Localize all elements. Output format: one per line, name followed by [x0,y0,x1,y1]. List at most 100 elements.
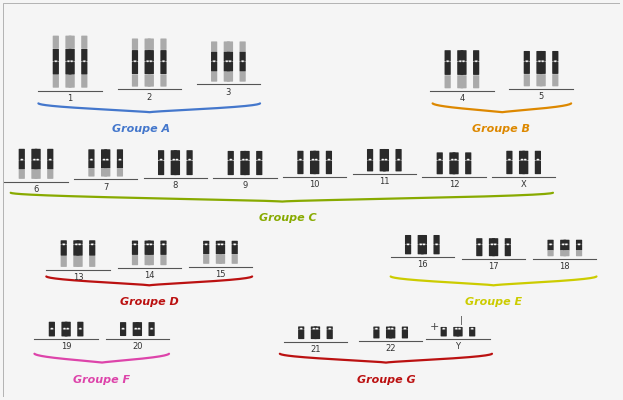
FancyBboxPatch shape [145,245,151,255]
FancyBboxPatch shape [89,245,95,256]
FancyBboxPatch shape [120,322,126,329]
FancyBboxPatch shape [311,326,317,329]
FancyBboxPatch shape [19,160,25,170]
FancyBboxPatch shape [19,149,25,160]
FancyBboxPatch shape [239,72,245,82]
FancyBboxPatch shape [148,50,154,62]
Ellipse shape [467,159,470,161]
FancyBboxPatch shape [77,256,83,267]
FancyBboxPatch shape [505,245,511,256]
Text: 2: 2 [146,93,152,102]
FancyBboxPatch shape [219,241,225,245]
FancyBboxPatch shape [117,168,123,176]
Ellipse shape [422,243,426,245]
Ellipse shape [368,159,372,161]
Ellipse shape [20,159,24,161]
Text: 20: 20 [132,342,143,351]
FancyBboxPatch shape [148,62,154,74]
Ellipse shape [70,60,74,62]
FancyBboxPatch shape [227,72,233,82]
Ellipse shape [299,159,302,161]
FancyBboxPatch shape [88,160,95,168]
FancyBboxPatch shape [434,235,440,245]
FancyBboxPatch shape [383,160,389,172]
FancyBboxPatch shape [219,254,225,264]
FancyBboxPatch shape [203,241,209,245]
Ellipse shape [62,243,65,245]
FancyBboxPatch shape [101,149,107,160]
Ellipse shape [162,243,165,245]
FancyBboxPatch shape [69,62,75,75]
FancyBboxPatch shape [437,160,443,174]
FancyBboxPatch shape [227,160,234,175]
FancyBboxPatch shape [132,74,138,87]
FancyBboxPatch shape [540,62,546,74]
FancyBboxPatch shape [417,235,424,245]
FancyBboxPatch shape [402,326,408,329]
FancyBboxPatch shape [148,74,154,87]
FancyBboxPatch shape [216,241,222,245]
Text: 7: 7 [103,183,108,192]
FancyBboxPatch shape [160,50,166,62]
FancyBboxPatch shape [77,329,83,336]
FancyBboxPatch shape [211,42,217,52]
Ellipse shape [212,60,216,62]
FancyBboxPatch shape [489,238,495,245]
FancyBboxPatch shape [536,51,543,62]
FancyBboxPatch shape [460,75,467,88]
Text: 18: 18 [559,262,570,271]
FancyBboxPatch shape [136,329,142,336]
Text: Groupe A: Groupe A [112,124,170,134]
FancyBboxPatch shape [31,160,37,170]
Text: 16: 16 [417,260,427,269]
FancyBboxPatch shape [60,245,67,256]
FancyBboxPatch shape [552,74,558,86]
Text: Groupe D: Groupe D [120,298,179,308]
Text: Groupe G: Groupe G [356,375,415,385]
Ellipse shape [133,243,136,245]
FancyBboxPatch shape [476,245,482,256]
FancyBboxPatch shape [160,255,166,265]
Ellipse shape [493,243,497,245]
FancyBboxPatch shape [386,329,392,338]
Ellipse shape [245,159,248,161]
FancyBboxPatch shape [297,160,303,174]
FancyBboxPatch shape [473,50,479,62]
Ellipse shape [506,243,510,245]
FancyBboxPatch shape [240,160,247,175]
FancyBboxPatch shape [548,240,554,245]
FancyBboxPatch shape [148,255,154,265]
FancyBboxPatch shape [81,75,87,88]
Text: Groupe E: Groupe E [465,298,522,308]
Ellipse shape [162,60,165,62]
FancyBboxPatch shape [31,149,37,160]
FancyBboxPatch shape [460,62,467,75]
FancyBboxPatch shape [421,235,427,245]
Text: Groupe B: Groupe B [472,124,530,134]
FancyBboxPatch shape [492,238,498,245]
FancyBboxPatch shape [239,42,245,52]
FancyBboxPatch shape [460,50,467,62]
FancyBboxPatch shape [120,329,126,336]
Ellipse shape [83,60,86,62]
FancyBboxPatch shape [145,62,151,74]
FancyBboxPatch shape [465,160,472,174]
FancyBboxPatch shape [53,49,59,62]
Text: 6: 6 [34,185,39,194]
FancyBboxPatch shape [65,75,72,88]
FancyBboxPatch shape [492,245,498,256]
FancyBboxPatch shape [171,160,177,175]
FancyBboxPatch shape [232,254,238,264]
Ellipse shape [172,159,176,161]
Text: 10: 10 [310,180,320,189]
FancyBboxPatch shape [53,62,59,75]
Ellipse shape [455,328,458,330]
Ellipse shape [242,159,245,161]
FancyBboxPatch shape [89,240,95,245]
FancyBboxPatch shape [560,240,566,245]
Ellipse shape [300,328,303,330]
FancyBboxPatch shape [34,170,40,179]
Ellipse shape [229,60,232,62]
FancyBboxPatch shape [132,50,138,62]
FancyBboxPatch shape [77,240,83,245]
